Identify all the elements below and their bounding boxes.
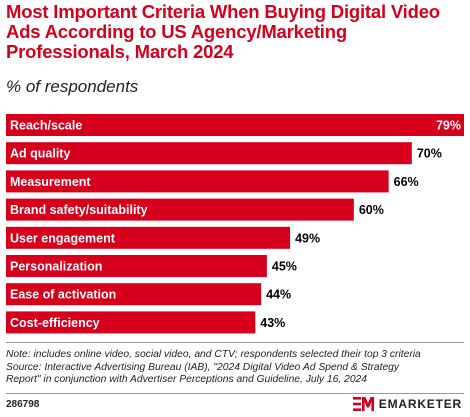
em-logo-icon: [352, 397, 374, 411]
bar-brand-safety-suitability: [6, 198, 354, 221]
category-label: Measurement: [10, 175, 91, 189]
category-label: Ease of activation: [10, 288, 116, 302]
footer-divider: [6, 342, 464, 343]
source-line: Source: Interactive Advertising Bureau (…: [6, 361, 400, 373]
chart-id: 286798: [6, 399, 40, 410]
source-note: Note: includes online video, social vide…: [6, 349, 466, 387]
value-label: 66%: [394, 175, 419, 189]
category-label: Personalization: [10, 260, 102, 274]
category-label: Cost-efficiency: [10, 316, 100, 330]
brand-name: EMARKETER: [378, 397, 462, 411]
bar-ad-quality: [6, 142, 412, 165]
brand-logo: EMARKETER: [352, 396, 462, 412]
bar-personalization: [6, 255, 267, 277]
value-label: 43%: [260, 316, 285, 330]
bar-ease-of-activation: [6, 283, 262, 306]
chart-subtitle: % of respondents: [6, 77, 139, 96]
category-label: User engagement: [10, 231, 116, 245]
value-label: 45%: [272, 260, 297, 274]
chart-title: Most Important Criteria When Buying Digi…: [6, 1, 440, 62]
category-label: Brand safety/suitability: [10, 203, 148, 217]
value-label: 60%: [359, 203, 384, 217]
source-line-continued: Report" in conjunction with Advertiser P…: [6, 374, 368, 386]
category-label: Ad quality: [10, 147, 70, 161]
bar-chart: Reach/scale 79% Ad quality 70% Measurement 66…: [6, 114, 464, 334]
note-line: Note: includes online video, social vide…: [6, 349, 421, 360]
value-label: 49%: [295, 231, 320, 245]
value-label: 79%: [436, 119, 461, 133]
bar-user-engagement: [6, 226, 291, 249]
value-label: 70%: [417, 147, 442, 161]
bottom-divider: [6, 393, 464, 394]
bar-cost-efficiency: [6, 311, 256, 334]
bar-measurement: [6, 170, 389, 193]
value-label: 44%: [266, 288, 291, 302]
bar-reach-scale: [6, 114, 464, 136]
category-label: Reach/scale: [10, 119, 82, 133]
